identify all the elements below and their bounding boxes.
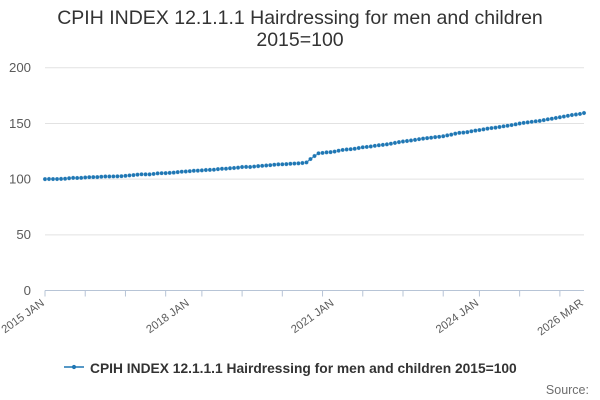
svg-text:100: 100 (9, 171, 31, 186)
svg-text:50: 50 (16, 227, 31, 242)
svg-text:2015 JAN: 2015 JAN (0, 297, 47, 336)
svg-text:0: 0 (24, 283, 31, 298)
svg-text:2018 JAN: 2018 JAN (144, 297, 191, 336)
svg-text:200: 200 (9, 60, 31, 75)
svg-text:150: 150 (9, 116, 31, 131)
svg-text:2021 JAN: 2021 JAN (289, 297, 336, 336)
svg-text:2024 JAN: 2024 JAN (434, 297, 481, 336)
svg-text:2026 MAR: 2026 MAR (536, 297, 586, 338)
